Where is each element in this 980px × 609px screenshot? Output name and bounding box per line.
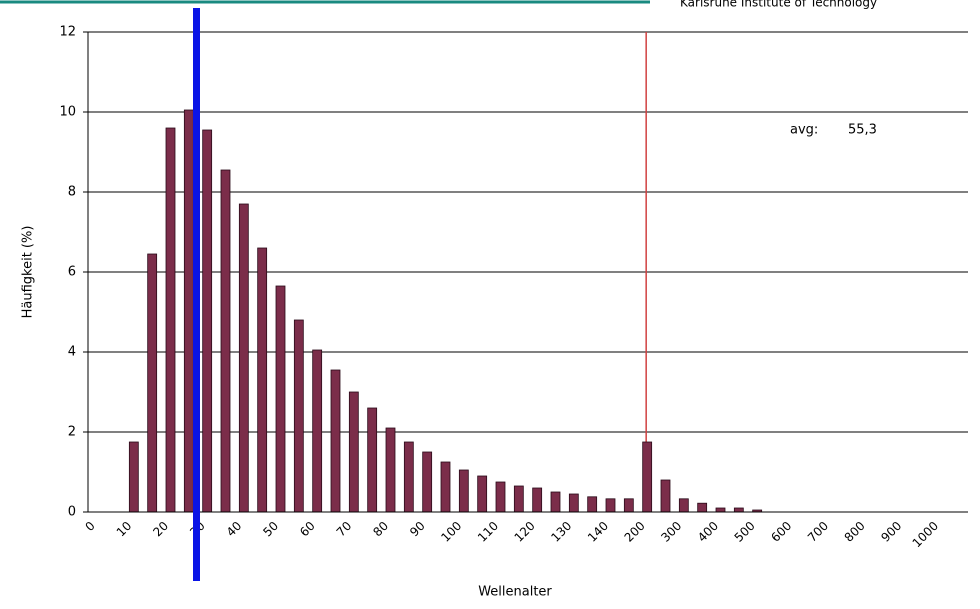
header-text: Karlsruhe Institute of Technology: [680, 0, 877, 10]
x-tick-label: 110: [475, 519, 501, 545]
x-tick-label: 20: [150, 519, 171, 540]
x-tick-label: 300: [658, 519, 684, 545]
bar: [587, 496, 598, 513]
x-tick-label: 500: [732, 519, 758, 545]
x-tick-label: 50: [260, 519, 281, 540]
bar: [477, 475, 488, 513]
bar: [458, 469, 469, 513]
bar: [238, 203, 249, 513]
bar: [513, 485, 524, 513]
bar: [220, 169, 231, 513]
bar: [165, 127, 176, 513]
bar: [330, 369, 341, 513]
cursor-marker: [193, 8, 200, 581]
x-tick-label: 1000: [910, 519, 941, 550]
x-axis-label: Wellenalter: [478, 585, 552, 600]
y-tick-label: 6: [68, 265, 76, 280]
x-tick-label: 40: [224, 519, 245, 540]
bar: [623, 498, 634, 513]
x-tick-label: 600: [768, 519, 794, 545]
annotation-value: 55,3: [848, 123, 877, 138]
x-tick-label: 140: [585, 519, 611, 545]
x-tick-label: 400: [695, 519, 721, 545]
y-axis-label: Häufigkeit (%): [21, 226, 36, 319]
bar: [440, 461, 451, 513]
bar: [403, 441, 414, 513]
bar: [733, 507, 744, 513]
y-tick-label: 4: [68, 345, 76, 360]
x-tick-label: 100: [438, 519, 464, 545]
y-tick-label: 8: [68, 185, 76, 200]
x-tick-label: 80: [370, 519, 391, 540]
bar: [147, 253, 158, 513]
bar: [605, 498, 616, 513]
x-tick-label: 800: [842, 519, 868, 545]
y-tick-label: 0: [68, 505, 76, 520]
bar: [568, 493, 579, 513]
bar: [678, 498, 689, 513]
bar: [257, 247, 268, 513]
x-tick-label: 200: [622, 519, 648, 545]
bar: [532, 487, 543, 513]
x-tick-label: 900: [878, 519, 904, 545]
x-tick-label: 90: [407, 519, 428, 540]
bar: [660, 479, 671, 513]
x-tick-label: 70: [334, 519, 355, 540]
bar: [495, 481, 506, 513]
x-tick-label: 60: [297, 519, 318, 540]
bar: [367, 407, 378, 513]
annotation-label: avg:: [790, 123, 818, 138]
bar: [642, 441, 653, 513]
y-tick-label: 12: [59, 25, 76, 40]
bar: [312, 349, 323, 513]
bar: [202, 129, 213, 513]
bar: [715, 507, 726, 513]
bar: [293, 319, 304, 513]
x-tick-label: 10: [114, 519, 135, 540]
bar: [183, 109, 194, 513]
bar: [275, 285, 286, 513]
y-tick-label: 10: [59, 105, 76, 120]
bar: [422, 451, 433, 513]
y-tick-label: 2: [68, 425, 76, 440]
bar: [550, 491, 561, 513]
x-tick-label: 0: [82, 519, 97, 534]
bar: [128, 441, 139, 513]
bar: [385, 427, 396, 513]
x-tick-label: 700: [805, 519, 831, 545]
x-tick-label: 130: [548, 519, 574, 545]
bar: [697, 502, 708, 513]
x-tick-label: 120: [512, 519, 538, 545]
bar: [348, 391, 359, 513]
